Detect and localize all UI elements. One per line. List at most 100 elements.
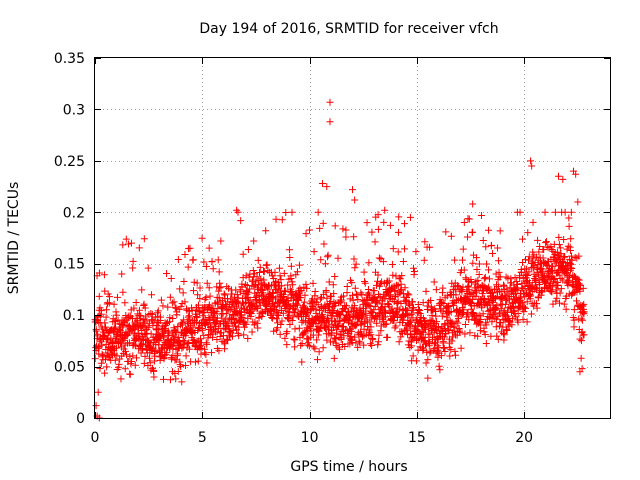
data-point: [180, 278, 188, 286]
data-point: [362, 311, 370, 319]
data-point: [537, 291, 545, 299]
data-point: [392, 322, 400, 330]
data-point: [194, 357, 202, 365]
data-point: [281, 334, 289, 342]
data-point: [442, 330, 450, 338]
data-point: [254, 256, 262, 264]
data-point: [553, 294, 561, 302]
data-point: [342, 233, 350, 241]
data-point: [361, 279, 369, 287]
data-point: [540, 246, 548, 254]
data-point: [358, 291, 366, 299]
data-point: [351, 302, 359, 310]
data-point: [471, 316, 479, 324]
data-point: [282, 209, 290, 217]
data-point: [561, 208, 569, 216]
data-point: [156, 316, 164, 324]
data-point: [293, 300, 301, 308]
data-point: [331, 334, 339, 342]
data-point: [493, 332, 501, 340]
data-point: [517, 268, 525, 276]
data-point: [456, 327, 464, 335]
data-point: [412, 248, 420, 256]
data-point: [426, 243, 434, 251]
data-point: [395, 213, 403, 221]
plot-frame: [94, 57, 611, 419]
data-point: [244, 334, 252, 342]
data-point: [577, 315, 585, 323]
data-point: [570, 316, 578, 324]
data-point: [487, 242, 495, 250]
data-point: [186, 244, 194, 252]
data-point: [371, 303, 379, 311]
data-point: [442, 228, 450, 236]
data-point: [283, 341, 291, 349]
data-point: [98, 341, 106, 349]
data-point: [363, 219, 371, 227]
data-point: [409, 352, 417, 360]
data-point: [421, 337, 429, 345]
data-point: [302, 230, 310, 238]
data-point: [427, 296, 435, 304]
data-point: [127, 357, 135, 365]
data-point: [527, 157, 535, 165]
data-point: [460, 219, 468, 227]
data-point: [260, 276, 268, 284]
data-point: [278, 216, 286, 224]
data-point: [307, 327, 315, 335]
data-point: [284, 308, 292, 316]
data-point: [249, 267, 257, 275]
data-point: [371, 238, 379, 246]
data-point: [166, 376, 174, 384]
data-point: [349, 186, 356, 194]
data-point: [542, 239, 550, 247]
data-point: [381, 313, 389, 321]
data-point: [567, 264, 575, 272]
data-point: [159, 302, 167, 310]
data-point: [421, 238, 429, 246]
data-point: [360, 341, 368, 349]
data-point: [374, 299, 382, 307]
data-point: [441, 348, 449, 356]
data-point: [324, 251, 332, 259]
data-point: [196, 284, 204, 292]
data-point: [548, 288, 556, 296]
data-point: [578, 302, 586, 310]
data-point: [244, 288, 252, 296]
data-point: [206, 324, 214, 332]
data-point: [565, 222, 573, 230]
data-point: [140, 235, 148, 243]
data-point: [291, 336, 299, 344]
data-point: [371, 295, 379, 303]
data-point: [576, 287, 584, 295]
data-point: [401, 284, 409, 292]
data-point: [179, 321, 187, 329]
data-point: [501, 316, 509, 324]
data-point: [446, 352, 454, 360]
data-point: [115, 360, 123, 368]
data-point: [393, 304, 401, 312]
data-point: [272, 215, 280, 223]
data-point: [276, 330, 284, 338]
data-point: [303, 309, 311, 317]
data-point: [101, 319, 109, 327]
data-point: [391, 324, 399, 332]
data-point: [311, 288, 319, 296]
data-point: [101, 287, 109, 295]
data-point: [370, 306, 378, 314]
data-point: [330, 354, 338, 362]
data-point: [231, 322, 239, 330]
data-point: [241, 319, 249, 327]
data-point: [290, 335, 298, 343]
data-point: [368, 228, 376, 236]
data-point: [208, 349, 216, 357]
data-point: [320, 240, 328, 248]
data-point: [420, 256, 428, 264]
data-point: [211, 309, 219, 317]
data-point: [397, 300, 405, 308]
data-point: [570, 323, 578, 331]
data-point: [508, 321, 516, 329]
data-point: [271, 268, 279, 276]
data-point: [465, 286, 473, 294]
data-point: [226, 327, 234, 335]
